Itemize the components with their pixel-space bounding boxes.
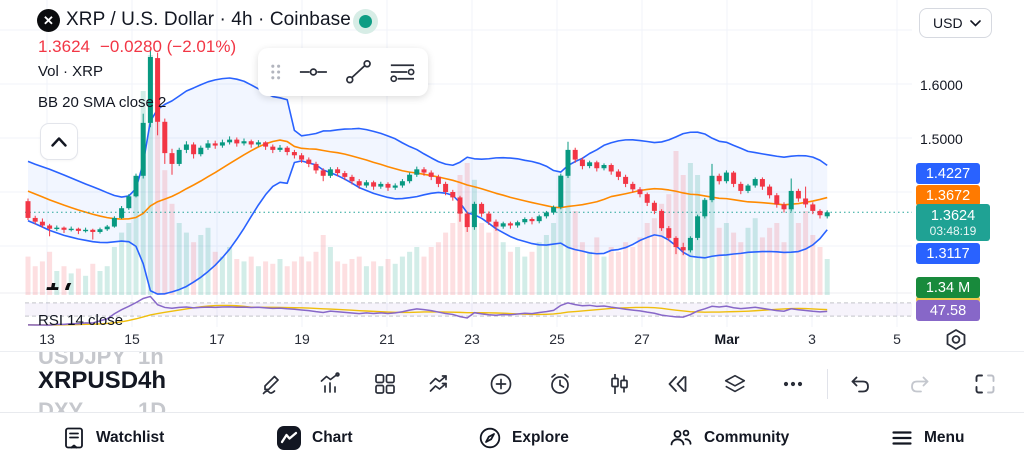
xrp-logo-icon[interactable]: ✕ <box>37 9 60 32</box>
time-tick: 5 <box>893 331 901 347</box>
nav-menu[interactable]: Menu <box>890 413 964 462</box>
time-tick: 21 <box>379 331 395 347</box>
picker-prev-symbol: USDJPY <box>38 352 127 369</box>
trend-line-tool-icon[interactable] <box>344 59 373 85</box>
nav-watchlist-label: Watchlist <box>96 428 165 446</box>
price-chart[interactable] <box>0 0 1024 352</box>
clipped-text-fragment: 17 <box>46 283 86 296</box>
symbol-title[interactable]: XRP / U.S. Dollar · 4h · Coinbase <box>66 9 351 30</box>
chart-bottom-toolbar: USDJPY 1h XRPUSD 4h DXY 1D <box>0 352 1024 413</box>
axis-settings-gear-icon[interactable] <box>941 325 971 353</box>
currency-value: USD <box>933 15 963 31</box>
nav-community-label: Community <box>704 428 790 446</box>
bb-indicator-label[interactable]: BB 20 SMA close 2 <box>38 94 167 111</box>
fullscreen-button[interactable] <box>972 371 998 397</box>
collapse-header-button[interactable] <box>40 123 78 160</box>
menu-icon <box>892 430 912 445</box>
object-tree-button[interactable] <box>722 371 748 397</box>
market-status-icon[interactable] <box>353 9 378 34</box>
compare-button[interactable] <box>427 371 453 397</box>
nav-chart-label: Chart <box>312 428 353 446</box>
interval-button[interactable]: 4h <box>138 367 167 394</box>
bb-lower-badge: 1.3117 <box>916 243 980 264</box>
price-change: −0.0280 (−2.01%) <box>100 37 237 56</box>
toolbar-divider <box>827 369 828 399</box>
chevron-down-icon <box>970 19 981 27</box>
picker-prev-interval: 1h <box>138 352 164 369</box>
time-tick: 17 <box>209 331 225 347</box>
watchlist-icon <box>65 427 83 448</box>
rsi-indicator-label[interactable]: RSI 14 close <box>38 312 124 329</box>
alert-button[interactable] <box>547 371 573 397</box>
market-open-dot <box>359 15 372 28</box>
time-tick: 25 <box>549 331 565 347</box>
picker-next-interval: 1D <box>138 398 167 413</box>
chart-type-button[interactable] <box>606 371 632 397</box>
price-change-row: 1.3624 −0.0280 (−2.01%) <box>38 37 236 57</box>
rsi-badge: 47.58 <box>916 300 980 321</box>
redo-button[interactable] <box>907 371 933 397</box>
nav-explore[interactable]: Explore <box>478 413 569 462</box>
nav-chart[interactable]: Chart <box>276 413 352 462</box>
time-tick: 23 <box>464 331 480 347</box>
more-button[interactable] <box>780 371 806 397</box>
last-price-badge: 1.3624 03:48:19 <box>916 204 990 241</box>
price-level-label: 1.5000 <box>920 131 963 147</box>
floating-drawing-toolbar[interactable] <box>258 48 428 96</box>
time-tick: 19 <box>294 331 310 347</box>
draw-button[interactable] <box>259 371 285 397</box>
volume-indicator-label[interactable]: Vol · XRP <box>38 63 104 80</box>
time-tick: 27 <box>634 331 650 347</box>
drag-handle-icon[interactable] <box>268 59 283 85</box>
volume-badge: 1.34 M <box>916 277 980 298</box>
time-tick: Mar <box>714 331 740 347</box>
candle-countdown: 03:48:19 <box>929 223 977 238</box>
currency-dropdown[interactable]: USD <box>919 8 992 38</box>
parallel-lines-tool-icon[interactable] <box>387 59 418 85</box>
nav-watchlist[interactable]: Watchlist <box>62 413 164 462</box>
last-price: 1.3624 <box>38 37 90 56</box>
time-tick: 3 <box>808 331 816 347</box>
indicators-button[interactable] <box>317 371 343 397</box>
undo-button[interactable] <box>847 371 873 397</box>
layouts-button[interactable] <box>372 371 398 397</box>
chart-icon <box>277 425 301 450</box>
bottom-navigation-bar: Watchlist Chart Explore Community Menu <box>0 412 1024 462</box>
nav-menu-label: Menu <box>924 428 965 446</box>
nav-explore-label: Explore <box>512 428 569 446</box>
explore-compass-icon <box>479 427 501 448</box>
symbol-button[interactable]: XRPUSD <box>38 367 139 394</box>
bb-basis-badge: 1.3672 <box>916 185 980 206</box>
bar-replay-button[interactable] <box>664 371 690 397</box>
rsi-ma-value-sliver <box>916 297 980 302</box>
time-tick: 15 <box>124 331 140 347</box>
price-level-label: 1.6000 <box>920 77 963 93</box>
community-icon <box>670 429 692 445</box>
add-button[interactable] <box>488 371 514 397</box>
chevron-up-icon <box>51 136 67 147</box>
time-tick: 13 <box>39 331 55 347</box>
picker-next-symbol: DXY <box>38 398 84 413</box>
horizontal-line-tool-icon[interactable] <box>297 59 330 85</box>
nav-community[interactable]: Community <box>668 413 789 462</box>
time-axis[interactable]: 13 15 17 19 21 23 25 27 Mar 3 5 <box>0 327 1024 352</box>
bb-upper-badge: 1.4227 <box>916 163 980 184</box>
